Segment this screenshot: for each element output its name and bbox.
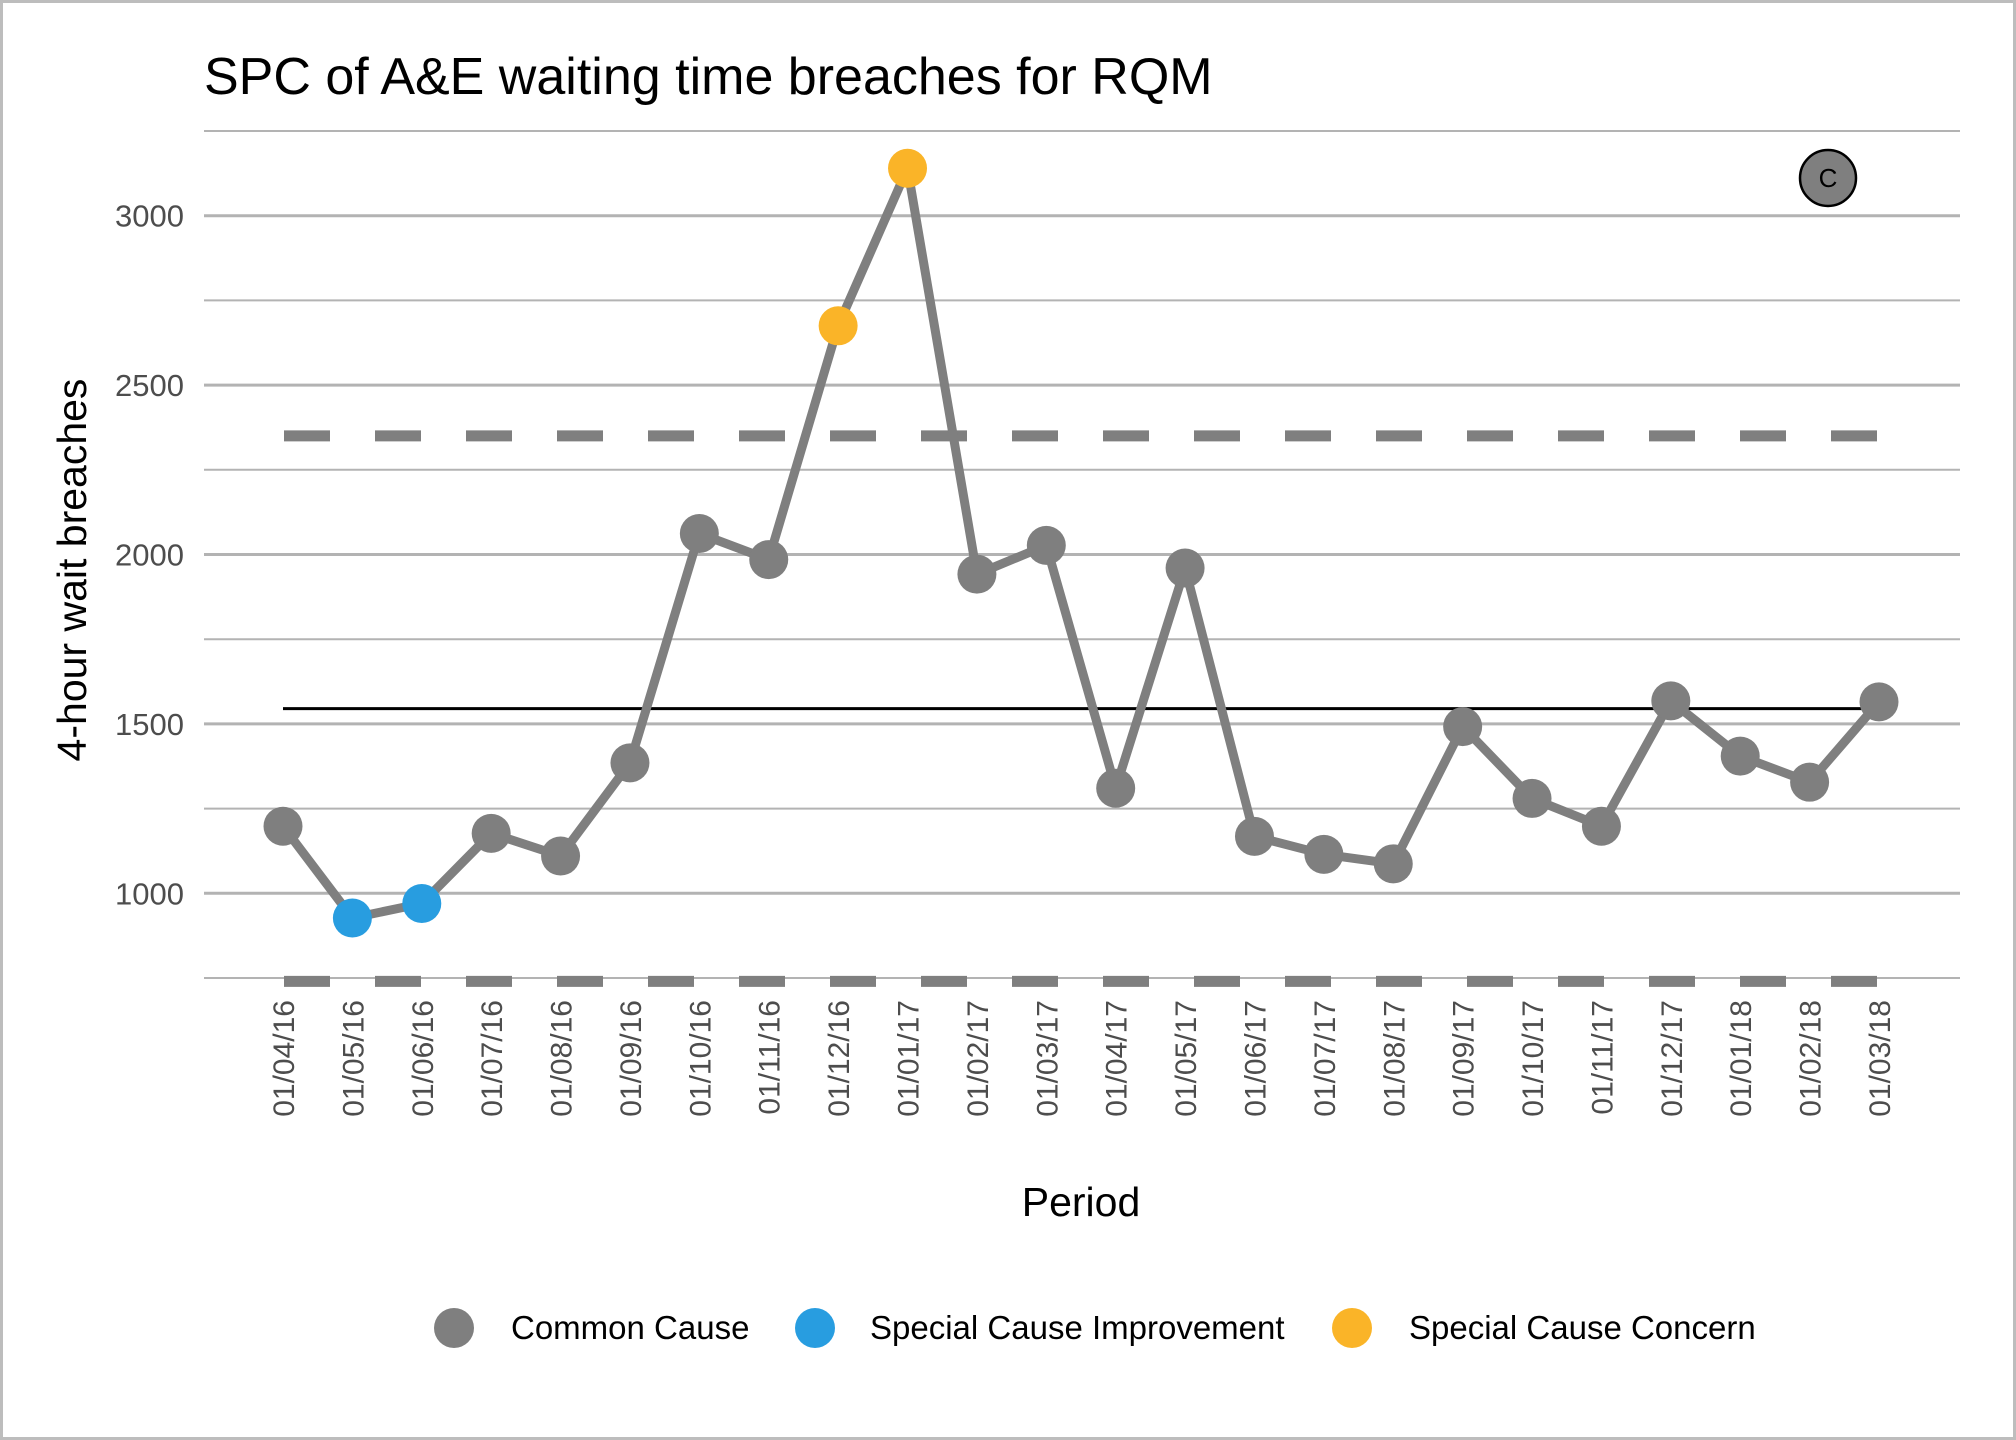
y-tick-label: 1000 [115,876,184,911]
x-tick-label: 01/12/16 [823,1000,856,1117]
y-tick-label: 2000 [115,538,184,573]
y-tick-label: 1500 [115,707,184,742]
data-series [263,148,1899,938]
x-axis-label: Period [1022,1179,1141,1225]
variation-icon [1798,148,1858,208]
x-tick-label: 01/01/17 [893,1000,926,1117]
legend-swatch [795,1308,835,1348]
data-point [263,806,303,846]
data-point [1304,834,1344,874]
x-tick-label: 01/07/16 [476,1000,509,1117]
variation-badge: C [1798,148,1858,208]
x-axis-ticks: 01/04/16 01/05/16 01/06/16 01/07/16 01/08/16… [268,1000,1897,1117]
data-point [402,883,442,923]
x-tick-label: 01/07/17 [1309,1000,1342,1117]
y-tick-label: 3000 [115,199,184,234]
data-point [1096,768,1136,808]
data-point [818,306,858,346]
x-tick-label: 01/10/17 [1517,1000,1550,1117]
x-tick-label: 01/03/18 [1864,1000,1897,1117]
data-point [957,554,997,594]
legend-label: Common Cause [511,1309,749,1346]
series-line [279,163,1883,923]
x-tick-label: 01/08/16 [546,1000,579,1117]
x-tick-label: 01/02/17 [962,1000,995,1117]
data-point [1859,682,1899,722]
x-tick-label: 01/06/17 [1239,1000,1272,1117]
x-tick-label: 01/11/16 [754,1000,787,1115]
x-tick-label: 01/09/17 [1448,1000,1481,1117]
x-tick-label: 01/05/17 [1170,1000,1203,1117]
data-point [1234,816,1274,856]
variation-badge-letter: C [1819,163,1838,193]
data-point [1443,707,1483,747]
data-point [749,540,789,580]
legend-label: Special Cause Concern [1409,1309,1756,1346]
x-tick-label: 01/02/18 [1795,1000,1828,1117]
control-limits [283,430,1917,987]
x-tick-label: 01/11/17 [1586,1000,1619,1115]
gridlines [204,130,1960,979]
legend-swatch [434,1308,474,1348]
data-point [1651,681,1691,721]
data-point [471,813,511,853]
data-point [332,898,372,938]
x-tick-label: 01/12/17 [1656,1000,1689,1117]
x-tick-label: 01/04/17 [1101,1000,1134,1117]
y-axis-label: 4-hour wait breaches [49,379,95,762]
data-point [679,513,719,553]
x-tick-label: 01/01/18 [1725,1000,1758,1117]
data-point [541,836,581,876]
legend-swatch [1332,1308,1372,1348]
x-tick-label: 01/06/16 [407,1000,440,1117]
y-tick-label: 2500 [115,368,184,403]
data-point [1790,762,1830,802]
data-point [1026,525,1066,565]
data-point [888,148,928,188]
x-tick-label: 01/03/17 [1031,1000,1064,1117]
chart-title: SPC of A&E waiting time breaches for RQM [204,48,1213,106]
x-tick-label: 01/05/16 [337,1000,370,1117]
x-tick-label: 01/09/16 [615,1000,648,1117]
data-point [1581,806,1621,846]
x-tick-label: 01/04/16 [268,1000,301,1117]
x-tick-label: 01/10/16 [684,1000,717,1117]
legend: Common Cause Special Cause Improvement Spe… [434,1308,1756,1348]
data-point [1512,778,1552,818]
data-point [1373,844,1413,884]
data-point [1165,548,1205,588]
data-point [610,743,650,783]
y-axis-ticks: 1000 1500 2000 2500 3000 [115,199,184,912]
data-point [1720,736,1760,776]
x-tick-label: 01/08/17 [1378,1000,1411,1117]
legend-label: Special Cause Improvement [870,1309,1285,1346]
